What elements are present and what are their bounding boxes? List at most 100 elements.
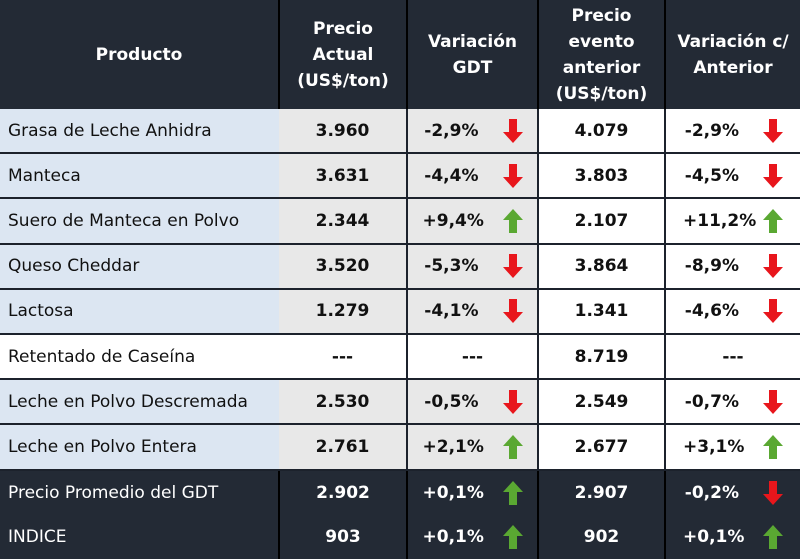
table-row: Manteca 3.631 -4,4% 3.803 -4,5% [0, 153, 800, 200]
product-name: Queso Cheddar [0, 243, 279, 290]
current-price: 3.520 [279, 243, 408, 290]
variation-gdt-text: -0,5% [424, 391, 479, 412]
product-name-text: Suero de Manteca en Polvo [8, 210, 240, 231]
arrow-up-icon [502, 480, 523, 505]
current-price-text: 2.344 [315, 210, 370, 231]
arrow-up-icon [502, 434, 523, 459]
variation-gdt: +0,1% [407, 469, 539, 515]
variation-previous: +11,2% [665, 198, 800, 245]
previous-price-text: 902 [583, 526, 620, 547]
product-name: Leche en Polvo Descremada [0, 379, 279, 426]
variation-gdt: -4,4% [407, 153, 539, 200]
variation-previous: -4,5% [665, 153, 800, 200]
variation-gdt: -0,5% [407, 379, 539, 426]
variation-previous: +3,1% [665, 424, 800, 471]
current-price: 2.761 [279, 424, 408, 471]
variation-gdt: +9,4% [407, 198, 539, 245]
variation-previous-text: +0,1% [683, 526, 745, 547]
table-row: Suero de Manteca en Polvo 2.344 +9,4% 2.107… [0, 198, 800, 245]
arrow-up-icon [502, 524, 523, 549]
previous-price: 2.907 [538, 469, 666, 515]
product-name: Leche en Polvo Entera [0, 424, 279, 471]
arrow-down-icon [502, 254, 523, 279]
previous-price: 2.549 [538, 379, 666, 426]
arrow-down-icon [502, 118, 523, 143]
variation-previous: +0,1% [665, 514, 800, 559]
header-row: Producto Precio Actual (US$/ton) Variación… [0, 0, 800, 109]
product-name: INDICE [0, 514, 280, 559]
previous-price: 2.107 [538, 198, 666, 245]
previous-price: 1.341 [538, 288, 666, 335]
variation-previous: -0,2% [665, 469, 800, 515]
arrow-down-icon [502, 389, 523, 414]
current-price-text: 3.631 [315, 165, 370, 186]
previous-price: 2.677 [538, 424, 666, 471]
previous-price-text: 3.803 [574, 165, 629, 186]
product-name-text: Retentado de Caseína [8, 346, 196, 367]
current-price-text: 2.530 [315, 391, 370, 412]
arrow-down-icon [763, 389, 783, 414]
variation-previous-text: --- [722, 346, 744, 367]
variation-gdt-text: +2,1% [422, 436, 484, 457]
current-price: 2.530 [279, 379, 408, 426]
variation-gdt-text: -4,4% [424, 165, 479, 186]
variation-previous-text: +3,1% [683, 436, 745, 457]
current-price: --- [279, 333, 408, 381]
variation-gdt-text: -5,3% [424, 256, 479, 277]
variation-gdt-text: +9,4% [422, 210, 484, 231]
previous-price-text: 2.907 [574, 482, 629, 503]
current-price-text: 3.960 [315, 120, 370, 141]
previous-price: 4.079 [538, 109, 666, 155]
previous-price-text: 2.677 [574, 436, 629, 457]
header-variation-gdt: Variación GDT [407, 0, 539, 109]
current-price-text: 1.279 [315, 301, 370, 322]
arrow-up-icon [502, 208, 523, 233]
previous-price: 3.864 [538, 243, 666, 290]
product-name-text: Lactosa [8, 301, 74, 322]
table-row: Grasa de Leche Anhidra 3.960 -2,9% 4.079 -2,… [0, 109, 800, 155]
current-price: 3.960 [279, 109, 408, 155]
previous-price-text: 2.107 [574, 210, 629, 231]
current-price-text: 2.902 [316, 482, 370, 503]
previous-price-text: 8.719 [574, 346, 629, 367]
arrow-down-icon [502, 299, 523, 324]
variation-previous: --- [665, 333, 800, 381]
variation-previous: -2,9% [665, 109, 800, 155]
product-name-text: Manteca [8, 165, 81, 186]
variation-previous-text: -0,2% [684, 482, 739, 503]
current-price-text: --- [331, 346, 354, 367]
arrow-down-icon [763, 254, 783, 279]
previous-price: 8.719 [538, 333, 666, 381]
current-price: 2.344 [279, 198, 408, 245]
summary-row: INDICE 903 +0,1% 902 +0,1% [0, 514, 800, 559]
variation-gdt-text: -2,9% [424, 120, 479, 141]
variation-gdt: +2,1% [407, 424, 539, 471]
arrow-down-icon [763, 480, 783, 505]
variation-previous-text: -8,9% [684, 256, 739, 277]
variation-previous-text: -2,9% [684, 120, 739, 141]
variation-previous-text: -4,5% [684, 165, 739, 186]
header-product: Producto [0, 0, 280, 109]
variation-gdt: -5,3% [407, 243, 539, 290]
variation-gdt: --- [407, 333, 539, 381]
arrow-up-icon [763, 208, 783, 233]
product-name: Suero de Manteca en Polvo [0, 198, 279, 245]
current-price-text: 903 [325, 526, 361, 547]
variation-gdt-text: +0,1% [422, 526, 484, 547]
product-name: Manteca [0, 153, 279, 200]
previous-price-text: 1.341 [574, 301, 629, 322]
product-name-text: Precio Promedio del GDT [8, 482, 219, 503]
variation-gdt-text: --- [461, 346, 484, 367]
arrow-up-icon [763, 434, 783, 459]
current-price: 3.631 [279, 153, 408, 200]
table-row: Retentado de Caseína --- --- 8.719 --- [0, 333, 800, 381]
variation-gdt: -4,1% [407, 288, 539, 335]
product-name: Lactosa [0, 288, 279, 335]
current-price-text: 2.761 [315, 436, 370, 457]
product-name-text: Leche en Polvo Descremada [8, 391, 248, 412]
previous-price: 902 [538, 514, 666, 559]
variation-previous: -8,9% [665, 243, 800, 290]
header-price: Precio Actual (US$/ton) [279, 0, 408, 109]
previous-price-text: 3.864 [574, 256, 629, 277]
